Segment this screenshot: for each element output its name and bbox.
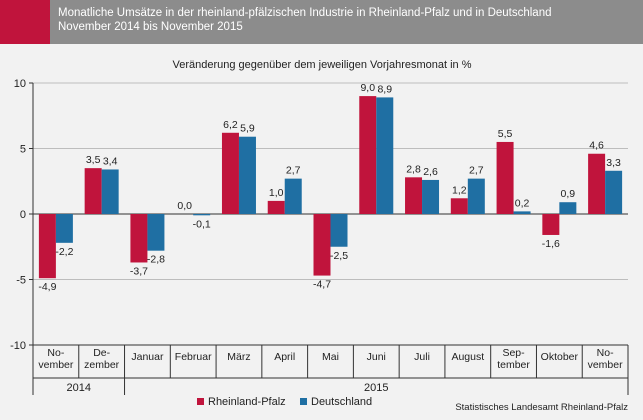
data-label: 3,4 xyxy=(103,155,118,167)
y-tick-label: -5 xyxy=(16,275,26,287)
bar-deutschland xyxy=(193,214,211,216)
data-label: 0,2 xyxy=(515,197,530,209)
bar-rheinland-pfalz xyxy=(221,132,239,214)
category-label: Mai xyxy=(322,351,339,363)
bar-deutschland xyxy=(422,179,440,214)
category-label: Sep- xyxy=(502,347,525,359)
data-label: 6,2 xyxy=(223,119,238,131)
y-tick-label: 0 xyxy=(20,209,26,221)
bar-rheinland-pfalz xyxy=(84,168,102,214)
chart-title: Monatliche Umsätze in der rheinland-pfäl… xyxy=(58,6,638,34)
category-label: No- xyxy=(597,347,614,359)
bar-rheinland-pfalz xyxy=(130,214,148,263)
bar-rheinland-pfalz xyxy=(496,141,514,214)
category-label: vember xyxy=(588,359,624,371)
y-tick-labels: -10 -5 0 5 10 xyxy=(10,78,26,352)
legend-label: Rheinland-Pfalz xyxy=(208,396,286,408)
bar-rheinland-pfalz xyxy=(359,96,377,214)
data-label: -3,7 xyxy=(130,265,148,277)
bar-deutschland xyxy=(238,136,256,214)
bar-deutschland xyxy=(513,211,531,214)
bars xyxy=(38,96,623,279)
data-label: 2,8 xyxy=(406,163,421,175)
y-tick-label: 5 xyxy=(20,144,26,156)
data-label: 3,5 xyxy=(86,154,101,166)
category-label: Juli xyxy=(414,351,430,363)
data-label: 9,0 xyxy=(360,82,375,94)
data-label: -1,6 xyxy=(542,238,560,250)
year-label: 2014 xyxy=(67,382,91,394)
category-label: Februar xyxy=(175,351,212,363)
year-label: 2015 xyxy=(364,382,388,394)
bar-deutschland xyxy=(605,170,623,214)
y-tick-label: -10 xyxy=(10,340,26,352)
chart-title-line-1: Monatliche Umsätze in der rheinland-pfäl… xyxy=(58,7,552,19)
legend-label: Deutschland xyxy=(311,396,372,408)
data-label: 2,7 xyxy=(286,165,301,177)
category-label: Oktober xyxy=(541,351,579,363)
bar-deutschland xyxy=(147,214,165,251)
bar-rheinland-pfalz xyxy=(38,214,56,279)
category-label: zember xyxy=(84,359,120,371)
bar-rheinland-pfalz xyxy=(405,177,423,214)
y-tick-label: 10 xyxy=(14,78,26,90)
bar-deutschland xyxy=(467,178,485,214)
category-label: Januar xyxy=(131,351,164,363)
bar-deutschland xyxy=(101,169,119,214)
data-label: -4,7 xyxy=(313,279,331,291)
bar-rheinland-pfalz xyxy=(542,214,560,235)
data-label: 5,9 xyxy=(240,123,255,135)
bar-deutschland xyxy=(559,202,577,214)
data-label: 1,0 xyxy=(269,187,284,199)
legend: Rheinland-Pfalz Deutschland xyxy=(197,396,372,408)
bar-deutschland xyxy=(284,178,302,214)
data-label: -2,5 xyxy=(330,250,348,262)
category-label: vember xyxy=(38,359,74,371)
data-label: 0,9 xyxy=(561,188,576,200)
legend-swatch xyxy=(197,398,204,405)
category-label: No- xyxy=(47,347,64,359)
data-label: 0,0 xyxy=(177,200,192,212)
data-label: -0,1 xyxy=(193,218,211,230)
x-tick-labels: 2014 2015 No-vember De-zember Januar Februar M… xyxy=(38,347,623,394)
source-note: Statistisches Landesamt Rheinland-Pfalz xyxy=(455,402,628,413)
data-label: -2,2 xyxy=(55,246,73,258)
data-label: 2,7 xyxy=(469,165,484,177)
category-label: De- xyxy=(93,347,110,359)
category-label: April xyxy=(274,351,295,363)
bar-rheinland-pfalz xyxy=(267,200,285,214)
category-label: Juni xyxy=(367,351,386,363)
bar-deutschland xyxy=(330,214,348,247)
data-label: 2,6 xyxy=(423,166,438,178)
data-label: -4,9 xyxy=(38,281,56,293)
axes xyxy=(29,82,629,395)
category-label: August xyxy=(451,351,484,363)
category-label: tember xyxy=(497,359,530,371)
data-label: -2,8 xyxy=(147,254,165,266)
data-label: 5,5 xyxy=(498,128,513,140)
bar-rheinland-pfalz xyxy=(588,153,606,214)
legend-swatch xyxy=(300,398,307,405)
chart-header: Monatliche Umsätze in der rheinland-pfäl… xyxy=(0,0,643,44)
header-accent-bar xyxy=(0,0,50,44)
bar-rheinland-pfalz xyxy=(450,198,468,214)
bar-deutschland xyxy=(55,214,73,243)
data-label: 3,3 xyxy=(606,157,621,169)
data-label: 4,6 xyxy=(589,140,604,152)
bar-rheinland-pfalz xyxy=(313,214,331,276)
chart-title-line-2: November 2014 bis November 2015 xyxy=(58,21,243,33)
chart-subtitle: Veränderung gegenüber dem jeweiligen Vor… xyxy=(172,59,471,71)
data-labels: -4,9 3,5 -3,7 0,0 6,2 1,0 -4,7 9,0 2,8 1,2 5,5 -1,6… xyxy=(38,82,621,293)
data-label: 8,9 xyxy=(377,83,392,95)
data-label: 1,2 xyxy=(452,184,467,196)
bar-deutschland xyxy=(376,97,394,214)
category-label: März xyxy=(227,351,250,363)
